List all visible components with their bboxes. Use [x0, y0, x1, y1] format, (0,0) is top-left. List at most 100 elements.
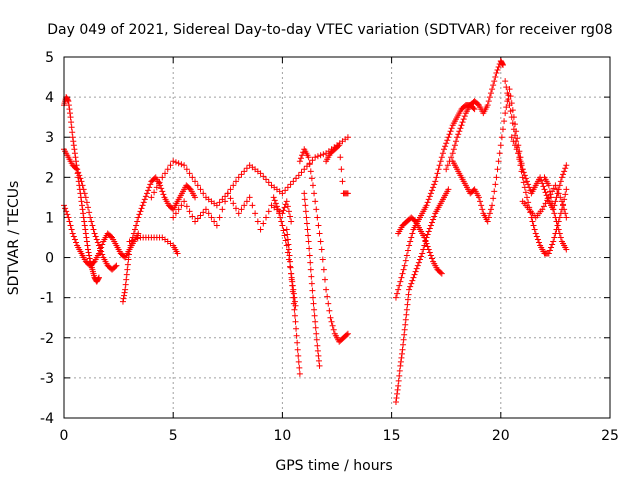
data-point [308, 175, 315, 182]
data-point [281, 204, 288, 211]
data-point [396, 372, 403, 379]
data-point [490, 195, 497, 202]
x-tick-label: 5 [169, 428, 178, 444]
data-point [120, 295, 127, 302]
data-point [90, 259, 97, 266]
data-point [515, 150, 522, 157]
data-point [499, 126, 506, 133]
data-point [502, 78, 509, 85]
data-point [344, 330, 351, 337]
data-point [406, 286, 413, 293]
data-point [563, 214, 570, 221]
data-point [121, 292, 128, 299]
data-point [524, 178, 531, 185]
data-point [279, 222, 286, 229]
data-point [194, 182, 201, 189]
data-point [489, 202, 496, 209]
data-point [403, 306, 410, 313]
data-point [447, 128, 454, 135]
data-point [490, 82, 497, 89]
data-point [271, 197, 278, 204]
data-point [410, 274, 417, 281]
data-point [339, 178, 346, 185]
data-point [183, 203, 190, 210]
data-point [314, 347, 321, 354]
data-point [86, 255, 93, 262]
data-point [525, 199, 532, 206]
data-point [305, 238, 312, 245]
data-point [437, 269, 444, 276]
data-point [310, 300, 317, 307]
data-point [544, 197, 551, 204]
data-point [291, 306, 298, 313]
data-point [146, 184, 153, 191]
data-point [436, 162, 443, 169]
data-point [68, 119, 75, 126]
data-point [398, 350, 405, 357]
data-point [539, 180, 546, 187]
data-point [138, 205, 145, 212]
data-point [539, 206, 546, 213]
data-point [445, 134, 452, 141]
data-point [392, 294, 399, 301]
data-point [409, 230, 416, 237]
data-point [285, 241, 292, 248]
data-point [504, 90, 511, 97]
data-point [88, 218, 95, 225]
data-point [413, 265, 420, 272]
data-point [560, 171, 567, 178]
data-point [311, 306, 318, 313]
data-point [308, 273, 315, 280]
data-point [107, 233, 114, 240]
data-point [76, 172, 83, 179]
data-point [232, 178, 239, 185]
data-point [113, 262, 120, 269]
data-point [71, 146, 78, 153]
data-point [407, 283, 414, 290]
data-point [401, 331, 408, 338]
data-point [284, 249, 291, 256]
data-point [431, 213, 438, 220]
data-point [402, 316, 409, 323]
data-point [172, 159, 179, 166]
data-point [401, 262, 408, 269]
data-point [309, 157, 316, 164]
data-point [286, 252, 293, 259]
data-point [486, 94, 493, 101]
data-point [134, 218, 141, 225]
data-point [407, 238, 414, 245]
data-point [492, 181, 499, 188]
data-point [131, 236, 138, 243]
data-point [156, 179, 163, 186]
data-point [82, 226, 89, 233]
data-point [424, 231, 431, 238]
data-point [235, 210, 242, 217]
data-point [307, 168, 314, 175]
data-point [157, 182, 164, 189]
data-point [398, 354, 405, 361]
chart-title: Day 049 of 2021, Sidereal Day-to-day VTE… [47, 22, 612, 38]
data-point [400, 336, 407, 343]
series-arc-j [296, 146, 351, 345]
data-point [129, 237, 136, 244]
data-point [81, 190, 88, 197]
data-point [495, 64, 502, 71]
data-point [124, 261, 131, 268]
data-point [424, 199, 431, 206]
data-point [315, 352, 322, 359]
data-point [404, 296, 411, 303]
series-arc-u [541, 174, 570, 253]
data-point [81, 222, 88, 229]
data-point [509, 120, 516, 127]
data-point [287, 263, 294, 270]
data-point [424, 243, 431, 250]
data-point [438, 154, 445, 161]
data-point [426, 249, 433, 256]
data-point [290, 290, 297, 297]
data-point [147, 181, 154, 188]
data-point [216, 199, 223, 206]
series-arc-r [502, 78, 570, 257]
data-point [558, 174, 565, 181]
data-point [284, 231, 291, 238]
data-point [219, 206, 226, 213]
